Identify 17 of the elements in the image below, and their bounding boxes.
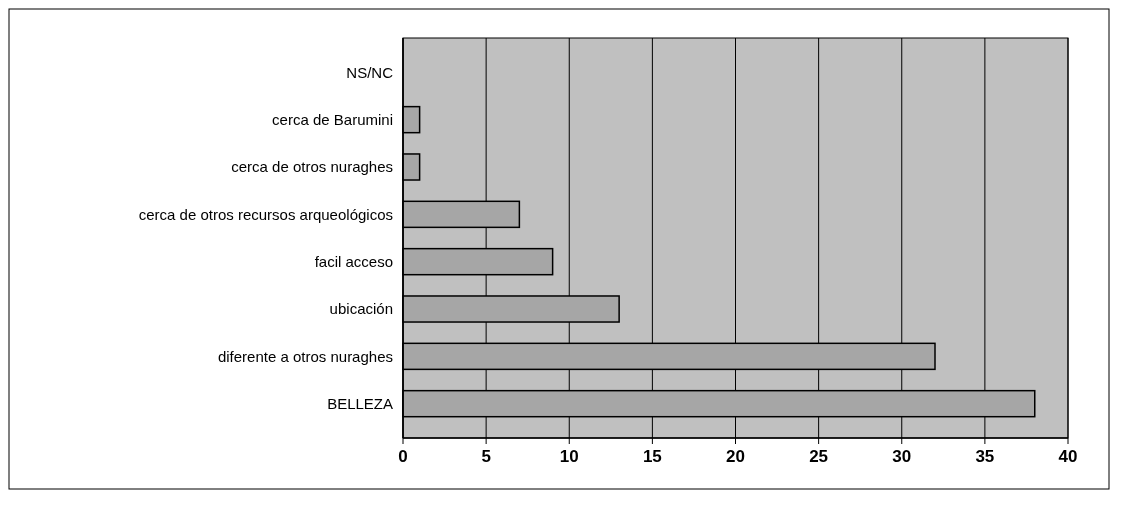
x-tick-label: 20	[726, 447, 745, 466]
y-tick-label: NS/NC	[346, 63, 394, 81]
x-tick-label: 5	[481, 447, 491, 466]
y-tick-label: BELLEZA	[327, 394, 393, 412]
y-tick-label: cerca de otros nuraghes	[231, 158, 393, 176]
y-tick-label: cerca de Barumini	[272, 110, 393, 128]
x-tick-label: 0	[398, 447, 408, 466]
y-tick-label: diferente a otros nuraghes	[217, 347, 393, 365]
x-tick-label: 25	[809, 447, 829, 466]
y-tick-label: ubicación	[329, 300, 393, 318]
x-tick-label: 35	[975, 447, 995, 466]
y-tick-label: facil acceso	[314, 252, 393, 270]
y-tick-label: cerca de otros recursos arqueológicos	[138, 205, 393, 223]
x-tick-label: 30	[892, 447, 912, 466]
x-tick-label: 15	[642, 447, 662, 466]
x-tick-label: 10	[559, 447, 579, 466]
x-tick-label: 40	[1058, 447, 1078, 466]
